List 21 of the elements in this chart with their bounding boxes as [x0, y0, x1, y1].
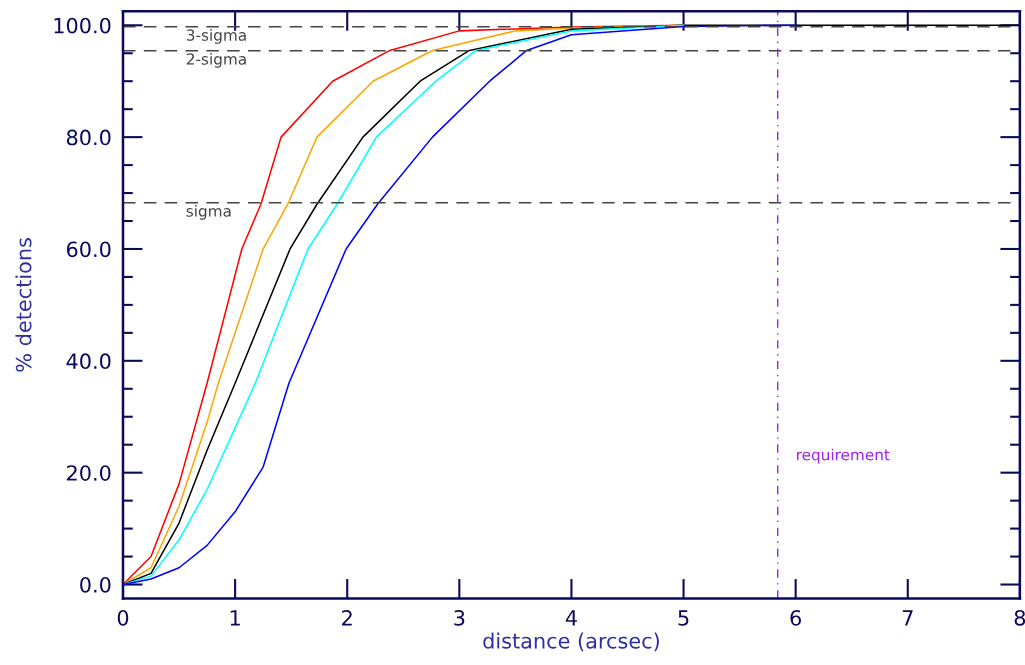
- x-tick-label: 4: [565, 610, 577, 626]
- x-tick-label: 6: [790, 609, 801, 626]
- x-tick-label: 0: [117, 609, 129, 626]
- x-tick-label: 2: [342, 609, 352, 626]
- x-tick-label: 5: [678, 610, 689, 626]
- x-tick-label: 7: [902, 610, 913, 626]
- x-tick-label: 8: [1014, 609, 1025, 626]
- ref-line-label: requirement: [797, 448, 890, 464]
- y-tick-label: 80.0: [66, 129, 111, 146]
- ref-line-label: sigma: [186, 204, 231, 220]
- x-tick-label: 1: [230, 610, 240, 626]
- y-tick-label: 60.0: [66, 241, 111, 258]
- y-tick-label: 20.0: [67, 465, 111, 481]
- ref-line-label: 3-sigma: [186, 29, 246, 44]
- x-tick-label: 3: [454, 609, 465, 626]
- y-tick-label: 0.0: [80, 576, 111, 593]
- y-tick-label: 100.0: [54, 17, 111, 34]
- ref-line-label: 2-sigma: [186, 52, 246, 68]
- x-axis-title: distance (arcsec): [483, 632, 659, 652]
- y-axis-title: % detections: [15, 238, 32, 372]
- y-tick-label: 40.0: [66, 353, 111, 370]
